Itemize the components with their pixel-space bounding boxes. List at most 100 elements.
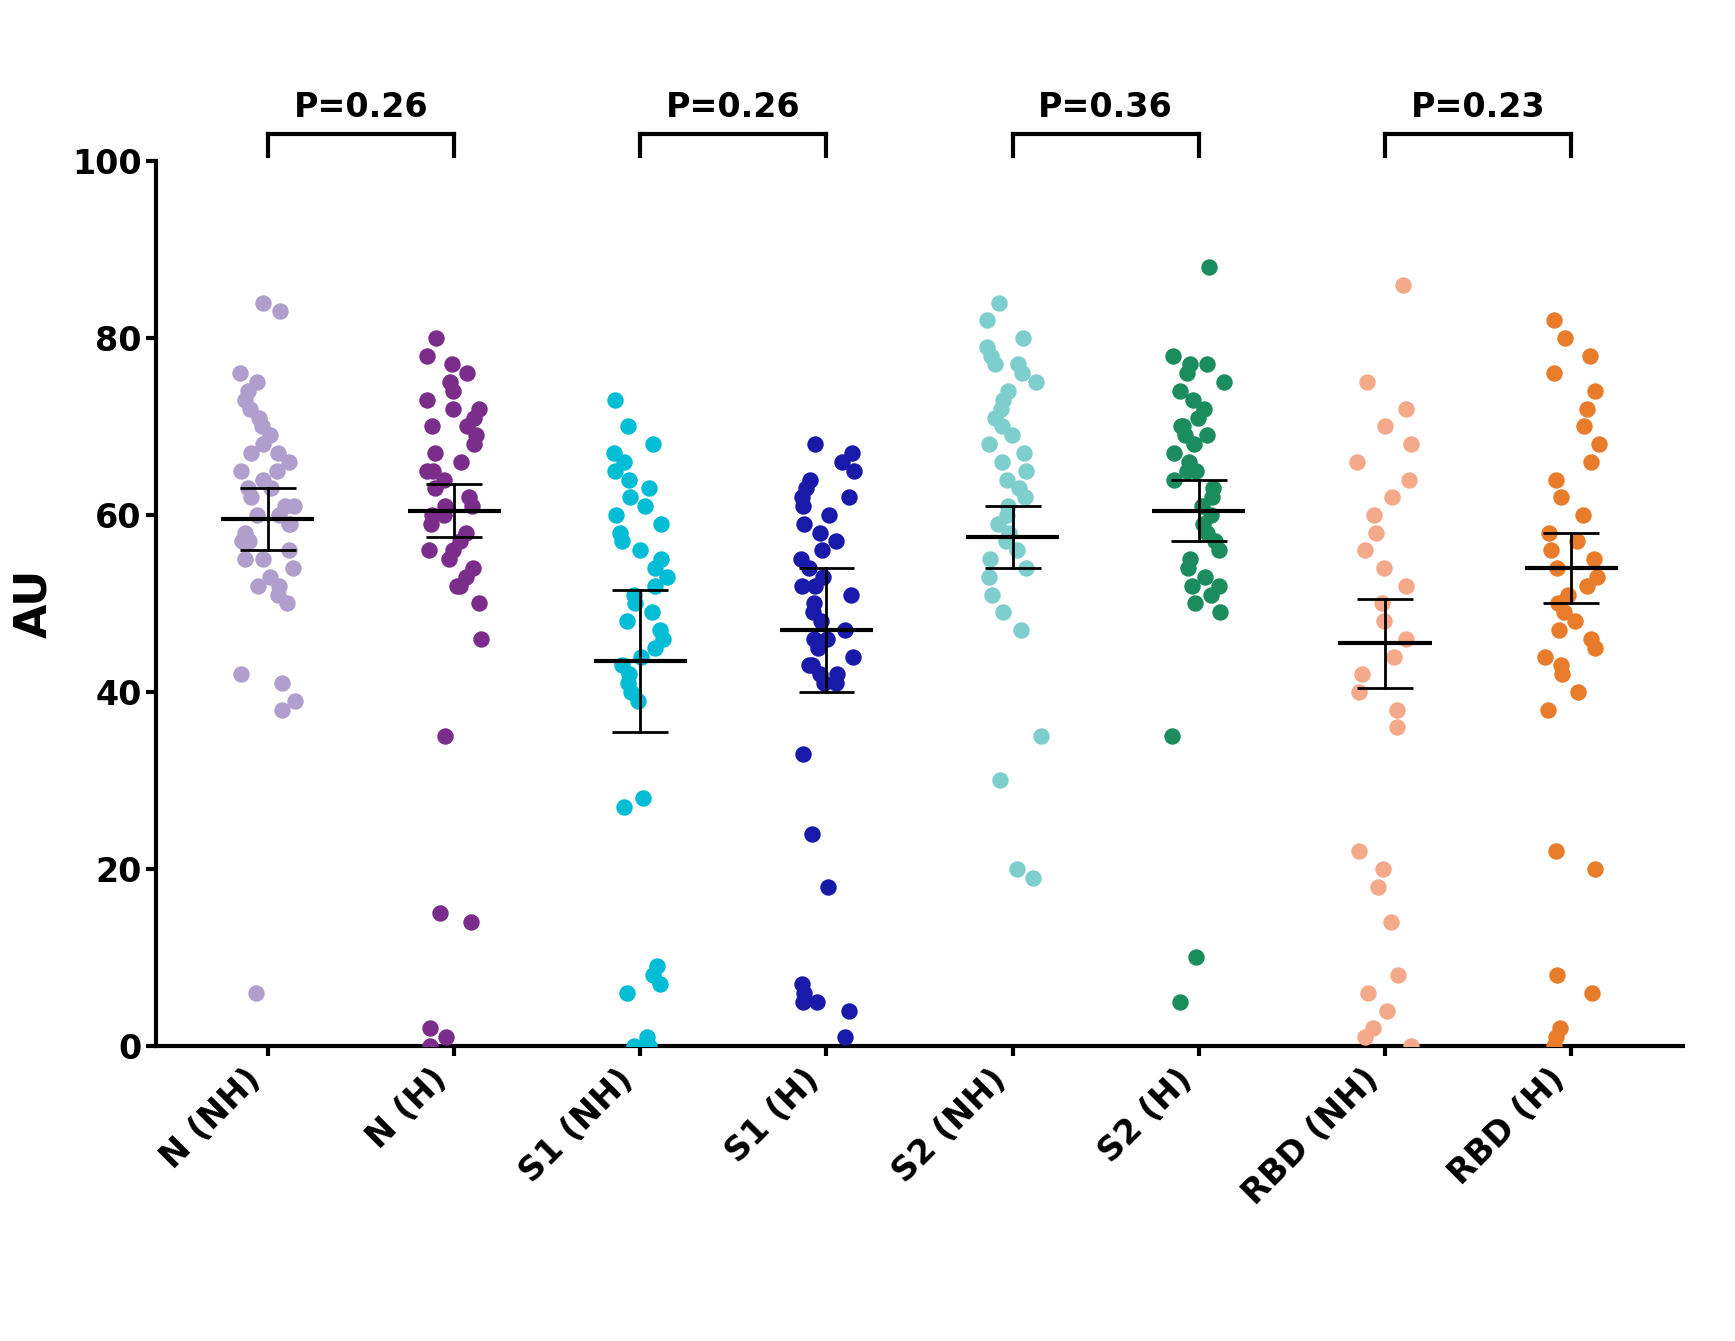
Point — [1579, 982, 1607, 1003]
Point — [1020, 868, 1048, 889]
Point — [798, 654, 826, 676]
Point — [276, 514, 304, 535]
Point — [1173, 460, 1201, 481]
Point — [1027, 725, 1055, 747]
Point — [795, 558, 822, 579]
Point — [1577, 628, 1605, 649]
Point — [611, 797, 638, 818]
Point — [800, 602, 828, 624]
Point — [1383, 716, 1411, 738]
Point — [1352, 1026, 1379, 1047]
Point — [602, 504, 630, 526]
Point — [633, 1026, 661, 1047]
Point — [606, 522, 633, 543]
Point — [789, 991, 817, 1012]
Point — [460, 406, 488, 428]
Point — [638, 433, 666, 455]
Point — [234, 381, 262, 402]
Point — [1188, 495, 1216, 516]
Point — [1542, 1026, 1570, 1047]
Point — [453, 566, 481, 587]
Point — [458, 495, 486, 516]
Point — [1397, 1035, 1424, 1057]
Point — [822, 672, 850, 693]
Point — [1194, 425, 1221, 447]
Point — [265, 575, 293, 597]
Point — [1378, 487, 1405, 508]
Point — [272, 593, 300, 614]
Point — [238, 443, 265, 464]
Point — [975, 566, 1003, 587]
Point — [796, 469, 824, 491]
Point — [795, 654, 822, 676]
Point — [236, 531, 264, 552]
Point — [836, 1000, 864, 1022]
Point — [649, 628, 677, 649]
Point — [1371, 416, 1398, 437]
Point — [257, 477, 285, 499]
Point — [614, 610, 642, 632]
Point — [1185, 406, 1213, 428]
Point — [998, 425, 1025, 447]
Point — [803, 637, 831, 658]
Point — [1546, 620, 1574, 641]
Point — [231, 548, 259, 570]
Point — [611, 451, 638, 472]
Point — [231, 522, 259, 543]
Point — [984, 514, 1012, 535]
Point — [1581, 381, 1608, 402]
Point — [1175, 451, 1202, 472]
Point — [616, 664, 644, 685]
Point — [614, 982, 642, 1003]
Point — [977, 345, 1005, 366]
Point — [1012, 487, 1039, 508]
Point — [276, 539, 304, 561]
Point — [430, 725, 458, 747]
Point — [1551, 327, 1579, 349]
Point — [1176, 548, 1204, 570]
Point — [803, 991, 831, 1012]
Point — [1010, 443, 1038, 464]
Point — [1393, 575, 1421, 597]
Point — [798, 823, 826, 845]
Point — [227, 460, 255, 481]
Point — [831, 1026, 859, 1047]
Point — [800, 433, 828, 455]
Point — [1353, 371, 1381, 393]
Point — [435, 371, 463, 393]
Point — [1532, 646, 1560, 668]
Point — [638, 602, 666, 624]
Point — [616, 681, 644, 703]
Point — [448, 451, 475, 472]
Point — [807, 664, 835, 685]
Point — [1570, 504, 1598, 526]
Point — [455, 487, 482, 508]
Point — [635, 1035, 663, 1057]
Point — [802, 575, 829, 597]
Point — [236, 398, 264, 420]
Point — [1548, 664, 1575, 685]
Point — [992, 531, 1020, 552]
Point — [640, 575, 668, 597]
Point — [1391, 398, 1419, 420]
Point — [1369, 858, 1397, 880]
Point — [465, 398, 493, 420]
Point — [264, 443, 291, 464]
Point — [807, 522, 835, 543]
Point — [800, 628, 828, 649]
Point — [1180, 433, 1208, 455]
Point — [1393, 628, 1421, 649]
Point — [1372, 1000, 1400, 1022]
Point — [467, 628, 494, 649]
Point — [652, 566, 680, 587]
Point — [625, 691, 652, 712]
Point — [1553, 583, 1581, 605]
Point — [446, 531, 474, 552]
Point — [238, 487, 265, 508]
Point — [1157, 725, 1185, 747]
Point — [600, 443, 628, 464]
Point — [1353, 982, 1381, 1003]
Point — [992, 504, 1020, 526]
Point — [425, 902, 453, 924]
Point — [1166, 381, 1194, 402]
